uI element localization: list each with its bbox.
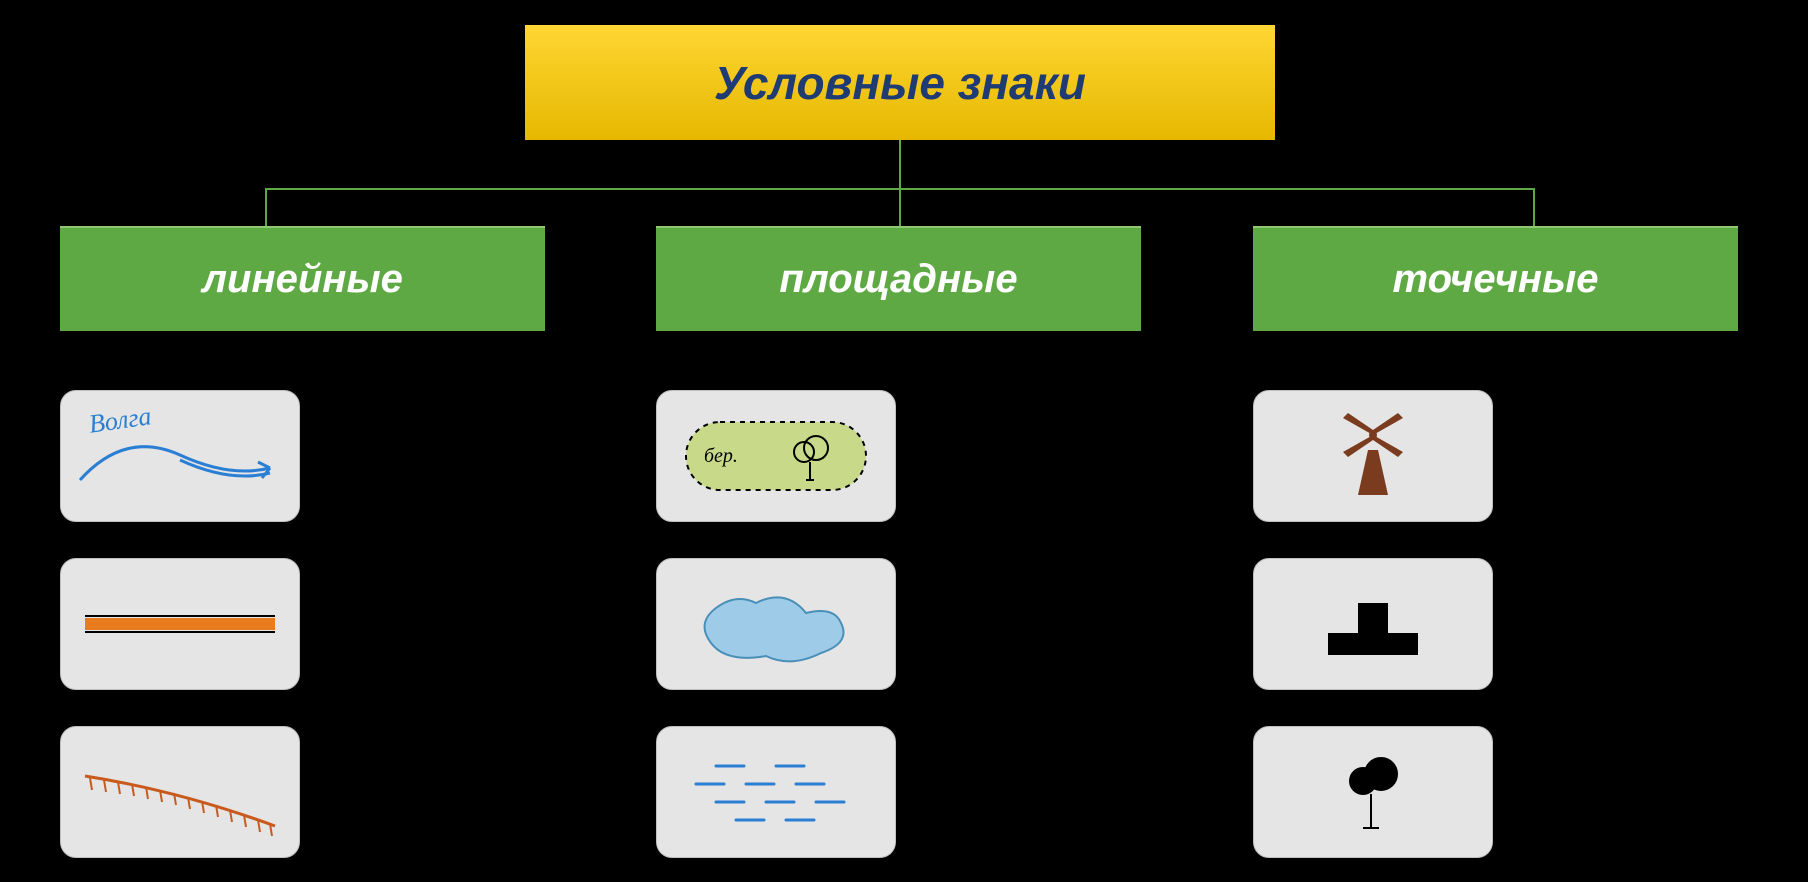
card-embankment <box>60 726 300 858</box>
forest-label: бер. <box>704 445 738 467</box>
road-icon <box>70 568 290 680</box>
title-text: Условные знаки <box>714 56 1086 110</box>
building-icon <box>1263 568 1483 680</box>
connector-left <box>265 188 267 226</box>
river-label: Волга <box>87 401 153 438</box>
connector-trunk <box>899 140 901 188</box>
forest-icon: бер. <box>666 400 886 512</box>
card-forest: бер. <box>656 390 896 522</box>
connector-mid <box>899 188 901 226</box>
card-river: Волга <box>60 390 300 522</box>
card-lake <box>656 558 896 690</box>
category-area-label: площадные <box>779 257 1017 302</box>
category-area: площадные <box>656 226 1141 331</box>
card-tree <box>1253 726 1493 858</box>
tree-icon <box>1263 736 1483 848</box>
swamp-icon <box>666 736 886 848</box>
category-linear: линейные <box>60 226 545 331</box>
river-icon: Волга <box>70 400 290 512</box>
category-linear-label: линейные <box>202 257 403 302</box>
category-point-label: точечные <box>1393 257 1599 302</box>
card-swamp <box>656 726 896 858</box>
card-windmill <box>1253 390 1493 522</box>
windmill-icon <box>1263 400 1483 512</box>
connector-right <box>1533 188 1535 226</box>
category-point: точечные <box>1253 226 1738 331</box>
embankment-icon <box>70 736 290 848</box>
card-road <box>60 558 300 690</box>
lake-icon <box>666 568 886 680</box>
card-building <box>1253 558 1493 690</box>
title-box: Условные знаки <box>525 25 1275 140</box>
